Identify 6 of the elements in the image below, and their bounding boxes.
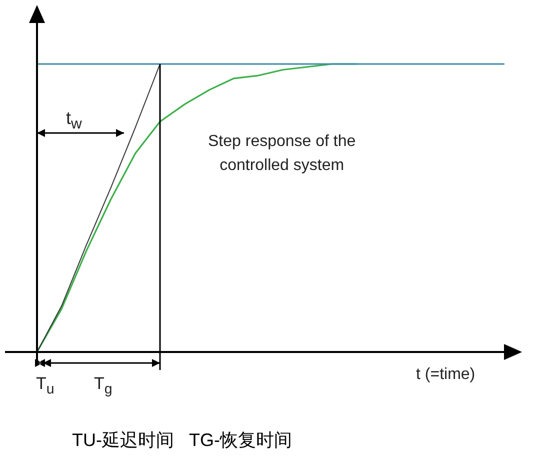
text: TU-延迟时间 TG-恢复时间 [72,429,292,452]
text: T$_{u}$ [36,374,54,398]
x-axis-title: t (=time) [416,366,476,384]
annotation: Step response of the controlled system [208,132,356,176]
annotation: t$_{w}$ [66,108,82,133]
text: T$_{g}$ [94,374,112,398]
